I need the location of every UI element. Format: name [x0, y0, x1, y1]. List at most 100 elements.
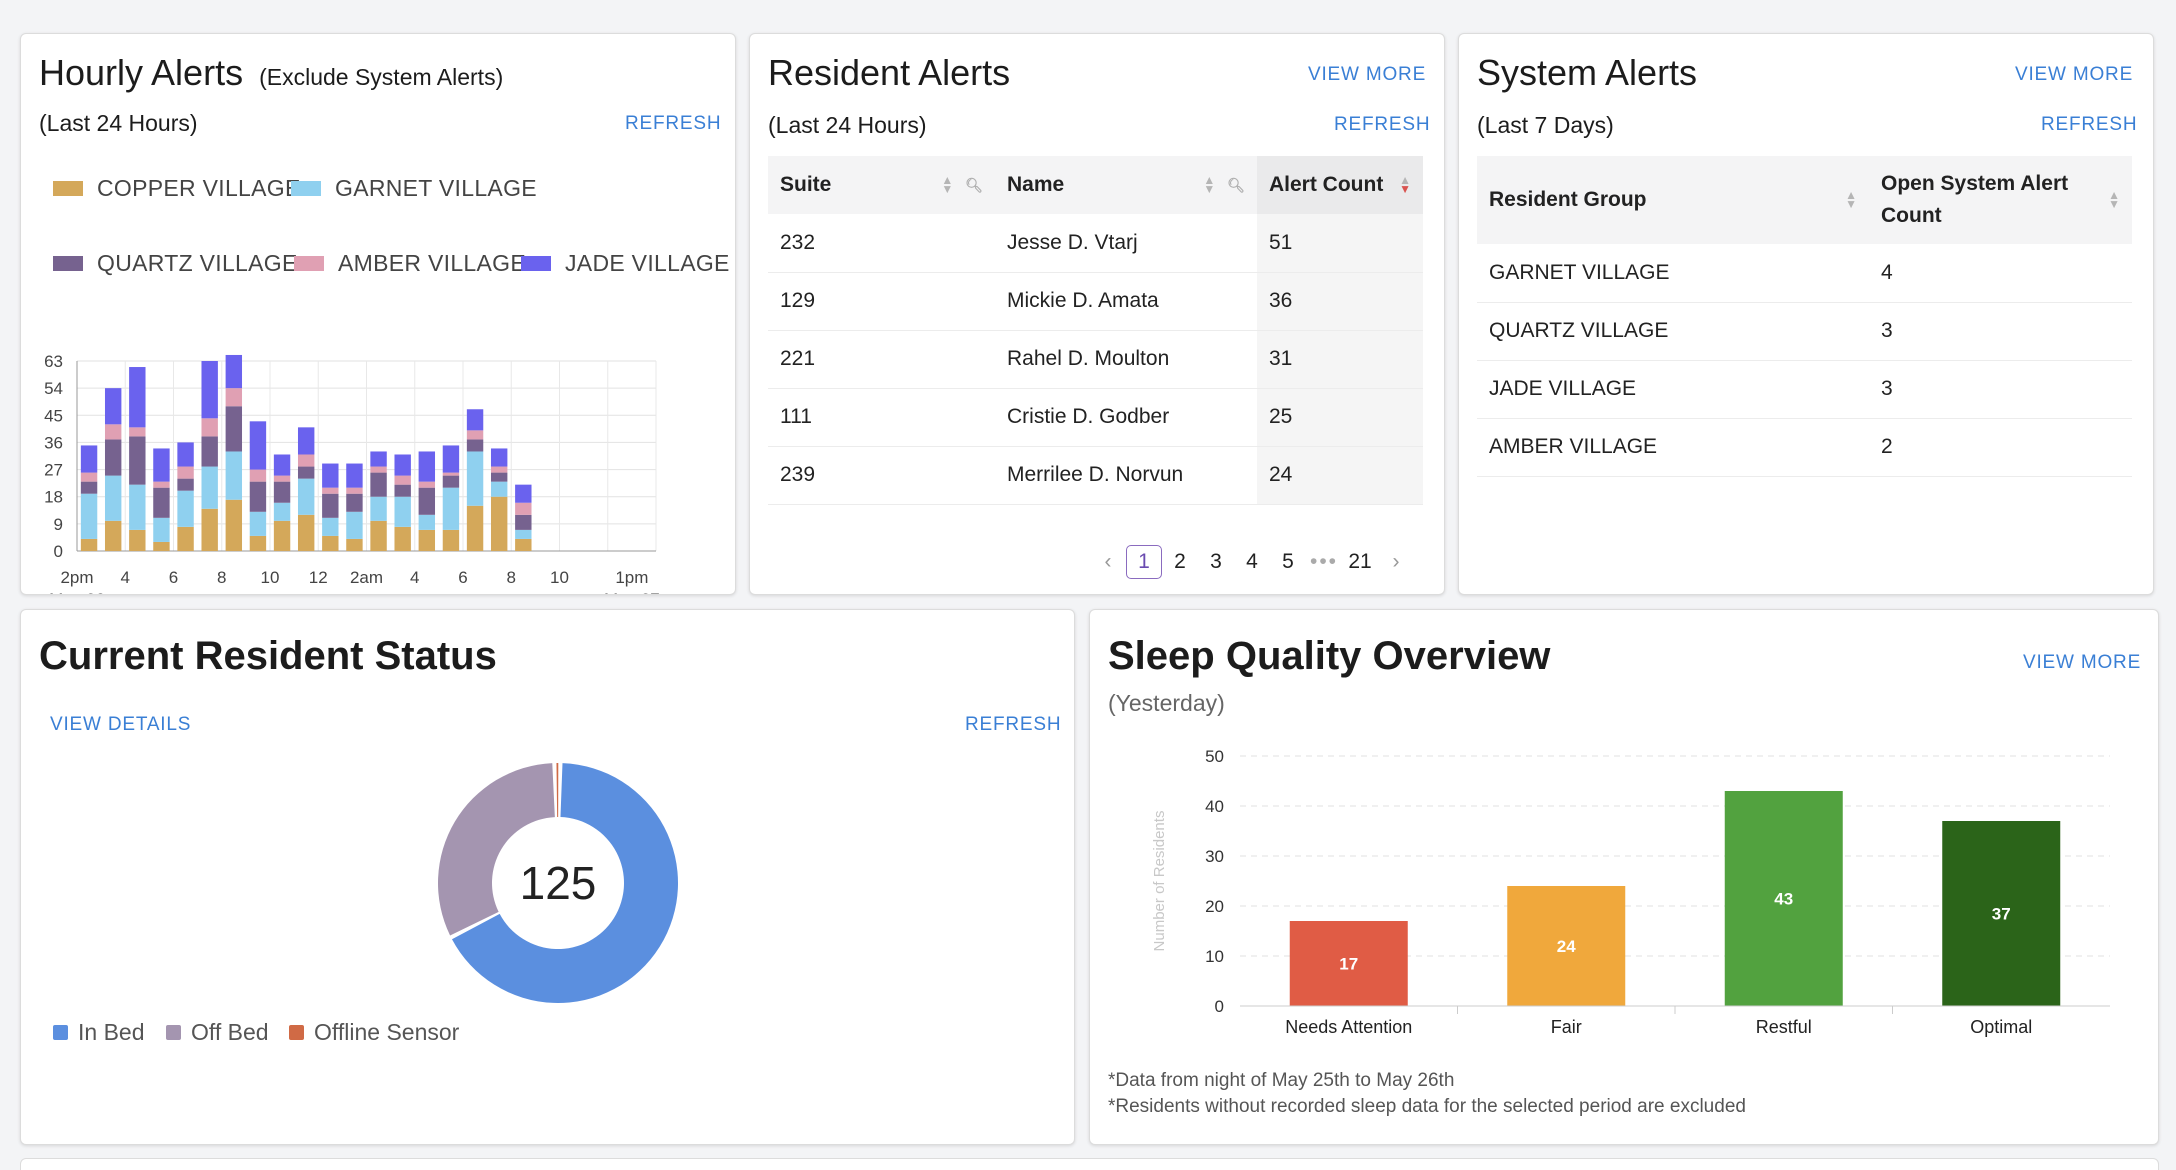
bar-segment[interactable]	[297, 466, 315, 479]
col-header-suite[interactable]: Suite ▲ ▼ 🔍︎	[768, 156, 995, 214]
bar-segment[interactable]	[201, 436, 218, 467]
page-4-button[interactable]: 4	[1246, 550, 1258, 573]
status-refresh-button[interactable]: REFRESH	[965, 714, 1062, 735]
donut-slice[interactable]	[437, 763, 555, 936]
legend-item-quartz[interactable]: QUARTZ VILLAGE	[53, 250, 298, 277]
prev-page-icon[interactable]: ‹	[1104, 550, 1112, 573]
bar-segment[interactable]	[177, 478, 194, 491]
bar-segment[interactable]	[225, 499, 243, 551]
table-row[interactable]: 129 Mickie D. Amata 36	[768, 272, 1423, 331]
bar-segment[interactable]	[466, 439, 484, 452]
sort-desc-icon[interactable]: ▲ ▼	[1399, 173, 1411, 196]
bar-segment[interactable]	[418, 481, 436, 488]
system-refresh-button[interactable]: REFRESH	[2041, 114, 2138, 135]
sleep-view-more-button[interactable]: VIEW MORE	[2023, 652, 2142, 673]
bar-segment[interactable]	[394, 484, 411, 497]
bar-segment[interactable]	[466, 505, 484, 551]
bar-segment[interactable]	[80, 538, 98, 551]
col-header-alert-count[interactable]: Alert Count ▲ ▼	[1257, 156, 1423, 214]
bar-segment[interactable]	[322, 463, 339, 488]
sort-icon[interactable]: ▲ ▼	[1845, 188, 1857, 211]
page-3-button[interactable]: 3	[1210, 550, 1222, 573]
donut-slice[interactable]	[451, 763, 678, 1003]
sort-icon[interactable]: ▲ ▼	[2108, 188, 2120, 211]
bar-segment[interactable]	[273, 475, 291, 482]
bar-segment[interactable]	[273, 454, 291, 476]
legend-item-jade[interactable]: JADE VILLAGE	[521, 250, 730, 277]
page-1-button[interactable]: 1	[1126, 545, 1162, 579]
page-5-button[interactable]: 5	[1282, 550, 1294, 573]
bar-segment[interactable]	[104, 388, 122, 425]
bar-segment[interactable]	[394, 475, 411, 485]
bar-segment[interactable]	[490, 448, 508, 467]
table-row[interactable]: QUARTZ VILLAGE 3	[1477, 302, 2132, 361]
bar-segment[interactable]	[104, 424, 122, 440]
bar-segment[interactable]	[201, 361, 218, 419]
bar-segment[interactable]	[129, 436, 146, 485]
bar-segment[interactable]	[346, 463, 363, 488]
sort-icon[interactable]: ▲ ▼	[941, 173, 954, 196]
bar-segment[interactable]	[297, 454, 315, 467]
col-header-name[interactable]: Name ▲ ▼ 🔍︎	[995, 156, 1257, 214]
bar-segment[interactable]	[249, 535, 267, 551]
bar[interactable]	[1289, 921, 1408, 1006]
bar-segment[interactable]	[225, 354, 243, 389]
bar-segment[interactable]	[442, 529, 460, 551]
bar-segment[interactable]	[104, 520, 122, 551]
table-row[interactable]: AMBER VILLAGE 2	[1477, 418, 2132, 477]
bar-segment[interactable]	[273, 520, 291, 551]
bar-segment[interactable]	[322, 535, 339, 551]
page-2-button[interactable]: 2	[1174, 550, 1186, 573]
bar-segment[interactable]	[177, 526, 194, 551]
bar-segment[interactable]	[249, 511, 267, 536]
bar-segment[interactable]	[370, 472, 387, 497]
bar-segment[interactable]	[153, 517, 170, 542]
sort-icon[interactable]: ▲ ▼	[1203, 173, 1216, 196]
bar-segment[interactable]	[346, 493, 363, 512]
bar-segment[interactable]	[225, 388, 243, 407]
table-row[interactable]: 111 Cristie D. Godber 25	[768, 388, 1423, 447]
bar-segment[interactable]	[515, 484, 532, 503]
bar-segment[interactable]	[297, 514, 315, 551]
bar-segment[interactable]	[394, 454, 411, 476]
bar-segment[interactable]	[370, 466, 387, 473]
bar-segment[interactable]	[153, 487, 170, 518]
bar-segment[interactable]	[346, 487, 363, 494]
bar-segment[interactable]	[201, 508, 218, 551]
bar-segment[interactable]	[490, 496, 508, 551]
bar-segment[interactable]	[249, 421, 267, 470]
page-21-button[interactable]: 21	[1348, 550, 1372, 573]
bar-segment[interactable]	[129, 427, 146, 437]
bar-segment[interactable]	[442, 487, 460, 530]
table-row[interactable]: 239 Merrilee D. Norvun 24	[768, 446, 1423, 505]
bar[interactable]	[1507, 886, 1626, 1006]
bar-segment[interactable]	[442, 472, 460, 476]
table-row[interactable]: JADE VILLAGE 3	[1477, 360, 2132, 419]
bar-segment[interactable]	[80, 481, 98, 494]
bar-segment[interactable]	[418, 529, 436, 551]
bar-segment[interactable]	[346, 538, 363, 551]
bar-segment[interactable]	[515, 529, 532, 539]
bar-segment[interactable]	[129, 367, 146, 428]
bar-segment[interactable]	[466, 451, 484, 506]
bar-segment[interactable]	[104, 475, 122, 521]
bar-segment[interactable]	[153, 481, 170, 488]
bar-segment[interactable]	[297, 478, 315, 515]
bar-segment[interactable]	[418, 487, 436, 515]
bar-segment[interactable]	[442, 475, 460, 488]
resident-view-more-button[interactable]: VIEW MORE	[1308, 64, 1427, 85]
bar-segment[interactable]	[177, 466, 194, 479]
bar-segment[interactable]	[418, 514, 436, 530]
bar-segment[interactable]	[442, 445, 460, 473]
bar-segment[interactable]	[129, 529, 146, 551]
bar-segment[interactable]	[201, 466, 218, 509]
legend-item-garnet[interactable]: GARNET VILLAGE	[291, 175, 537, 202]
bar[interactable]	[1942, 821, 2061, 1006]
view-details-button[interactable]: VIEW DETAILS	[50, 714, 192, 735]
search-icon[interactable]: 🔍︎	[1227, 176, 1245, 193]
legend-item-amber[interactable]: AMBER VILLAGE	[294, 250, 526, 277]
bar-segment[interactable]	[418, 451, 436, 482]
table-row[interactable]: GARNET VILLAGE 4	[1477, 244, 2132, 303]
bar-segment[interactable]	[394, 496, 411, 527]
table-row[interactable]: 232 Jesse D. Vtarj 51	[768, 214, 1423, 273]
